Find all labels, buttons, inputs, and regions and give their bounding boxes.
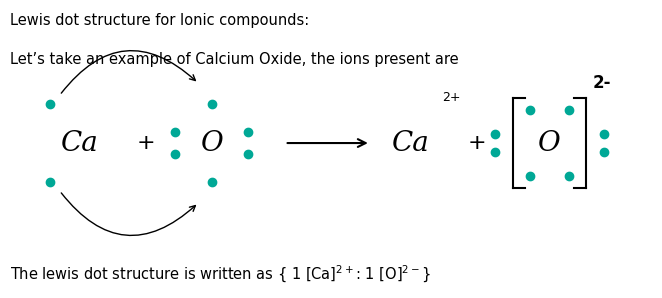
Text: O: O <box>538 130 561 156</box>
Text: Let’s take an example of Calcium Oxide, the ions present are: Let’s take an example of Calcium Oxide, … <box>10 52 459 67</box>
Text: 2+: 2+ <box>442 91 461 104</box>
Text: 2-: 2- <box>592 74 611 92</box>
Text: Lewis dot structure for Ionic compounds:: Lewis dot structure for Ionic compounds: <box>10 13 309 28</box>
Text: +: + <box>467 133 486 153</box>
Text: +: + <box>136 133 155 153</box>
FancyArrowPatch shape <box>62 193 195 235</box>
Text: Ca: Ca <box>391 130 430 156</box>
Text: The lewis dot structure is written as { 1 [Ca]$^{2+}$: 1 [O]$^{2-}$}: The lewis dot structure is written as { … <box>10 264 431 285</box>
Text: Ca: Ca <box>60 130 99 156</box>
Text: O: O <box>201 130 223 156</box>
FancyArrowPatch shape <box>62 51 195 93</box>
